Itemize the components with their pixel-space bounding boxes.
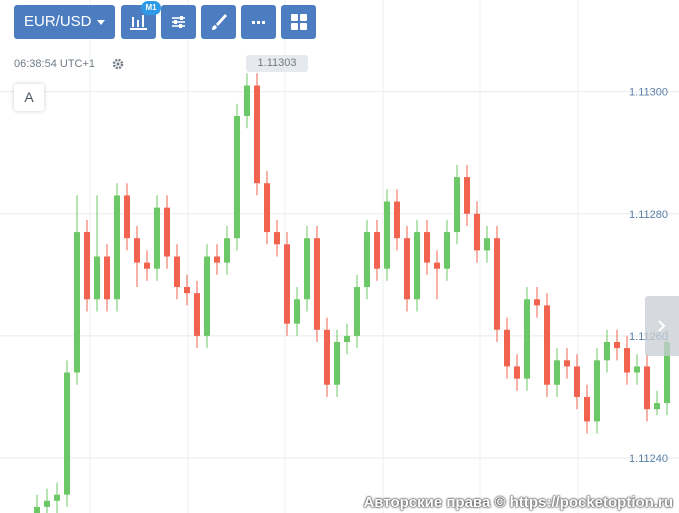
font-button[interactable]: A (14, 84, 44, 111)
candle-body (154, 207, 160, 269)
watermark: Авторские права © https://pocketoption.r… (363, 494, 673, 511)
candle-body (74, 232, 80, 373)
candle-body (634, 366, 640, 373)
timeframe-badge[interactable]: M1 (141, 1, 161, 15)
y-tick-label: 1.11240 (629, 453, 668, 465)
candle-body (114, 195, 120, 300)
candle-body (164, 207, 170, 257)
candle-body (214, 256, 220, 263)
candle-body (444, 232, 450, 269)
candle-body (524, 299, 530, 379)
candle-body (384, 201, 390, 269)
icon (291, 14, 307, 30)
candle-body (574, 366, 580, 397)
candle-body (424, 232, 430, 263)
candle-body (504, 329, 510, 367)
icon (130, 15, 147, 30)
candle-body (234, 116, 240, 239)
candle-body (664, 342, 670, 404)
icon (252, 21, 265, 24)
drawing-button[interactable] (201, 5, 236, 39)
candle-body (344, 335, 350, 342)
candle-body (544, 305, 550, 385)
candle-body (34, 506, 40, 513)
candle-body (44, 500, 50, 507)
candle-body (594, 360, 600, 422)
candle-body (64, 372, 70, 495)
side-panel-toggle[interactable] (645, 296, 679, 356)
arrow-icon (658, 320, 666, 332)
y-tick-label: 1.11280 (629, 209, 668, 221)
candle-body (484, 238, 490, 251)
candle-body (454, 177, 460, 233)
candle-body (314, 238, 320, 330)
candle-body (364, 232, 370, 288)
candle-body (324, 329, 330, 385)
candle-body (54, 494, 60, 501)
candle-body (204, 256, 210, 336)
candle-body (194, 293, 200, 336)
candle-body (124, 195, 130, 239)
candle-body (254, 85, 260, 184)
candle-body (334, 342, 340, 385)
candle-body (294, 299, 300, 324)
candle-body (274, 232, 280, 245)
candle-body (494, 238, 500, 330)
candle-body (104, 256, 110, 300)
candle-body (304, 238, 310, 300)
candle-body (404, 238, 410, 300)
candle-body (584, 396, 590, 422)
y-tick-label: 1.11300 (629, 87, 668, 99)
candle-body (604, 342, 610, 361)
candle-body (224, 238, 230, 263)
candle-body (624, 348, 630, 373)
candle-body (264, 183, 270, 233)
layout-button[interactable] (281, 5, 316, 39)
candle-body (144, 262, 150, 269)
indicators-button[interactable] (161, 5, 196, 39)
candle-body (354, 287, 360, 336)
icon (172, 16, 185, 28)
candle-body (464, 177, 470, 214)
candle-body (184, 287, 190, 294)
candle-body (174, 256, 180, 288)
candle-body (94, 256, 100, 300)
candle-body (134, 238, 140, 263)
candle-body (644, 366, 650, 410)
candle-body (554, 360, 560, 385)
icon (212, 14, 227, 30)
settings-icon[interactable] (112, 58, 124, 70)
line-button[interactable] (241, 5, 276, 39)
candle-body (654, 403, 660, 410)
candle-body (414, 232, 420, 300)
candle-body (514, 366, 520, 379)
clock: 06:38:54 UTC+1 (14, 58, 96, 70)
candle-body (474, 213, 480, 251)
symbol-button[interactable]: EUR/USD (14, 5, 115, 39)
crosshair-price: 1.11303 (246, 55, 308, 72)
candle-body (374, 232, 380, 269)
candle-body (534, 299, 540, 306)
candle-body (434, 262, 440, 269)
vertical-grid (89, 0, 579, 513)
candle-body (564, 360, 570, 367)
candle-body (614, 342, 620, 349)
candle-body (284, 244, 290, 324)
candle-body (84, 232, 90, 300)
candle-body (244, 85, 250, 117)
candle-body (394, 201, 400, 239)
